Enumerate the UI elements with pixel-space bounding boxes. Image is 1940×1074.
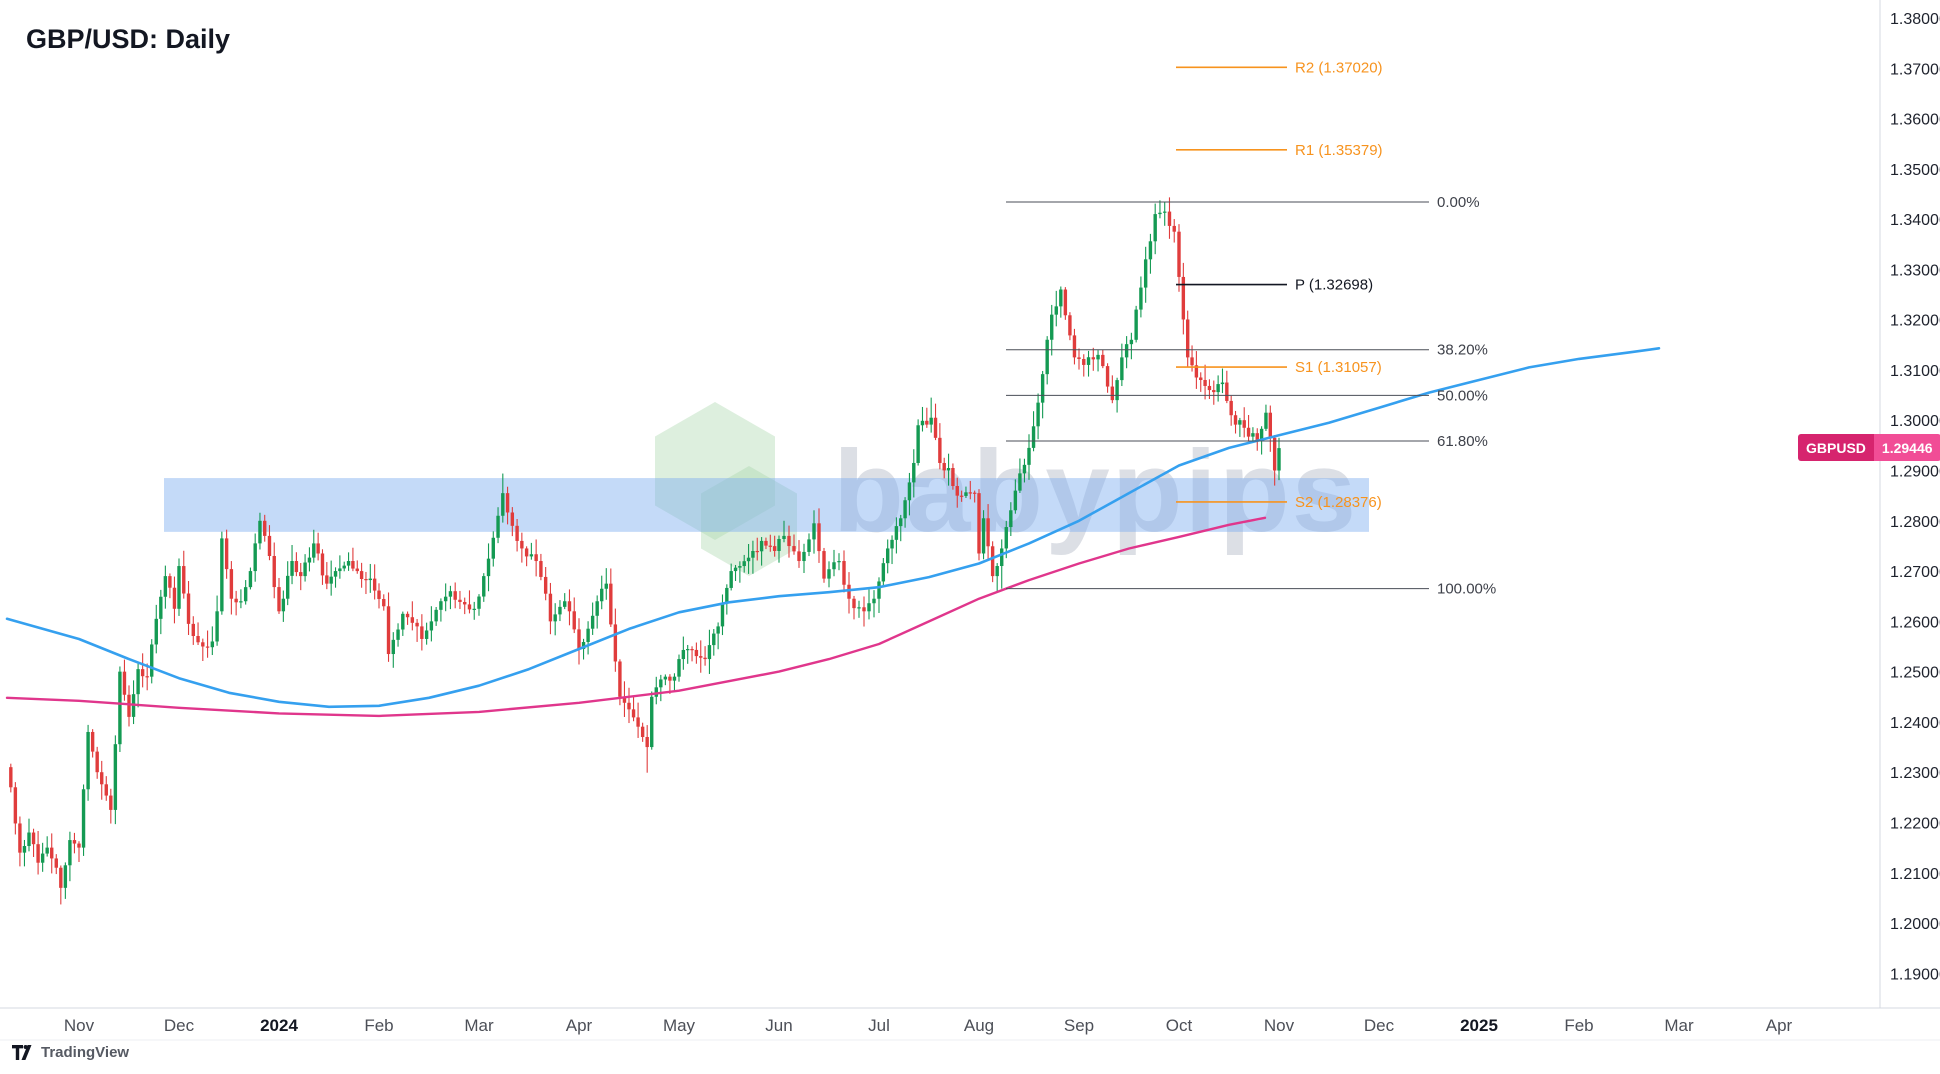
price-axis-label: 1.33000 <box>1890 262 1940 279</box>
hexagon-shape <box>655 402 775 540</box>
price-axis-label: 1.36000 <box>1890 112 1940 129</box>
price-axis-label: 1.38000 <box>1890 11 1940 28</box>
pivot-level-label: R2 (1.37020) <box>1295 59 1383 76</box>
price-axis-label: 1.25000 <box>1890 665 1940 682</box>
watermark-text: babypips <box>833 433 1358 549</box>
time-axis-label: 2024 <box>260 1016 298 1035</box>
time-axis-label: Aug <box>964 1016 994 1035</box>
tradingview-label: TradingView <box>41 1044 130 1061</box>
price-axis-label: 1.27000 <box>1890 564 1940 581</box>
time-axis[interactable]: Nov Dec 2024 Feb Mar Apr May Jun Jul Aug Sep Oct Nov… <box>64 1016 1793 1035</box>
fib-level-label: 50.00% <box>1437 387 1488 404</box>
price-axis-label: 1.35000 <box>1890 162 1940 179</box>
price-axis-label: 1.28000 <box>1890 514 1940 531</box>
trendline-blue <box>5 346 1661 709</box>
pivot-level-label: S1 (1.31057) <box>1295 359 1382 376</box>
highlight-zone[interactable] <box>164 478 1369 532</box>
symbol-price-badge: GBPUSD 1.29446 <box>1798 434 1940 461</box>
chart-title: GBP/USD: Daily <box>26 24 231 54</box>
time-axis-label: Sep <box>1064 1016 1094 1035</box>
price-axis-label: 1.19000 <box>1890 966 1940 983</box>
symbol-label: GBPUSD <box>1798 434 1874 461</box>
price-axis-label: 1.30000 <box>1890 413 1940 430</box>
time-axis-label: Oct <box>1166 1016 1193 1035</box>
price-axis-label: 1.34000 <box>1890 212 1940 229</box>
babypips-logo-icon <box>655 402 807 580</box>
price-axis-label: 1.32000 <box>1890 313 1940 330</box>
price-axis[interactable]: 1.38000 1.37000 1.36000 1.35000 1.34000 1.330… <box>1890 11 1940 983</box>
trend-lines[interactable] <box>5 346 1661 718</box>
fib-level-label: 100.00% <box>1437 581 1496 598</box>
tradingview-logo-icon <box>12 1045 32 1060</box>
ma-pink-line <box>5 516 1267 718</box>
fib-level-label: 0.00% <box>1437 194 1480 211</box>
time-axis-label: Feb <box>364 1016 393 1035</box>
pivot-level-label: S2 (1.28376) <box>1295 494 1382 511</box>
price-axis-label: 1.26000 <box>1890 614 1940 631</box>
tradingview-attribution[interactable]: TradingView <box>12 1044 129 1061</box>
fib-level-label: 61.80% <box>1437 433 1488 450</box>
fib-retracement[interactable]: 0.00% 38.20% 50.00% 61.80% 100.00% <box>1006 194 1496 598</box>
time-axis-label: Apr <box>566 1016 593 1035</box>
price-axis-label: 1.21000 <box>1890 866 1940 883</box>
time-axis-label: Mar <box>464 1016 494 1035</box>
pivot-levels[interactable]: R2 (1.37020) R1 (1.35379) P (1.32698) S1 (1… <box>1176 59 1383 511</box>
price-axis-label: 1.23000 <box>1890 765 1940 782</box>
time-axis-label: Jun <box>765 1016 792 1035</box>
pivot-level-label: P (1.32698) <box>1295 277 1373 294</box>
pivot-level-label: R1 (1.35379) <box>1295 142 1383 159</box>
price-axis-label: 1.31000 <box>1890 363 1940 380</box>
candlesticks <box>9 197 1281 905</box>
price-axis-label: 1.24000 <box>1890 715 1940 732</box>
time-axis-label: Dec <box>164 1016 195 1035</box>
watermark: babypips <box>655 402 1358 580</box>
time-axis-label: Mar <box>1664 1016 1694 1035</box>
price-axis-label: 1.20000 <box>1890 916 1940 933</box>
time-axis-label: 2025 <box>1460 1016 1498 1035</box>
time-axis-label: Dec <box>1364 1016 1395 1035</box>
axes[interactable] <box>0 0 1940 1041</box>
time-axis-label: Apr <box>1766 1016 1793 1035</box>
price-axis-label: 1.29000 <box>1890 464 1940 481</box>
price-axis-label: 1.37000 <box>1890 61 1940 78</box>
time-axis-label: Nov <box>1264 1016 1295 1035</box>
fib-level-label: 38.20% <box>1437 342 1488 359</box>
last-price-label: 1.29446 <box>1873 434 1940 461</box>
time-axis-label: Nov <box>64 1016 95 1035</box>
time-axis-label: May <box>663 1016 696 1035</box>
price-axis-label: 1.22000 <box>1890 815 1940 832</box>
time-axis-label: Jul <box>868 1016 890 1035</box>
time-axis-label: Feb <box>1564 1016 1593 1035</box>
